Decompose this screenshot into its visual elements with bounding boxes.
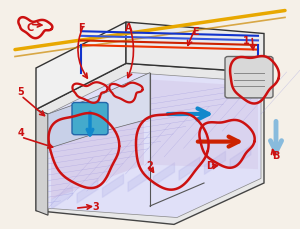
Text: A: A: [125, 22, 133, 33]
Text: 2: 2: [147, 160, 153, 170]
Polygon shape: [36, 110, 48, 215]
FancyBboxPatch shape: [72, 103, 108, 135]
Polygon shape: [51, 80, 144, 199]
Text: B: B: [272, 151, 280, 161]
Polygon shape: [150, 80, 258, 169]
Polygon shape: [36, 23, 126, 110]
Polygon shape: [126, 23, 264, 73]
Polygon shape: [99, 73, 150, 133]
Text: E: E: [192, 27, 198, 37]
Text: 1: 1: [243, 36, 249, 46]
Text: 4: 4: [18, 128, 24, 138]
Polygon shape: [48, 96, 99, 149]
Text: 5: 5: [18, 87, 24, 97]
Text: F: F: [78, 22, 84, 33]
Text: 3: 3: [93, 201, 99, 211]
Text: C: C: [26, 22, 34, 33]
Polygon shape: [36, 64, 264, 224]
Text: D: D: [206, 160, 214, 170]
Polygon shape: [48, 73, 261, 218]
FancyBboxPatch shape: [225, 57, 273, 98]
